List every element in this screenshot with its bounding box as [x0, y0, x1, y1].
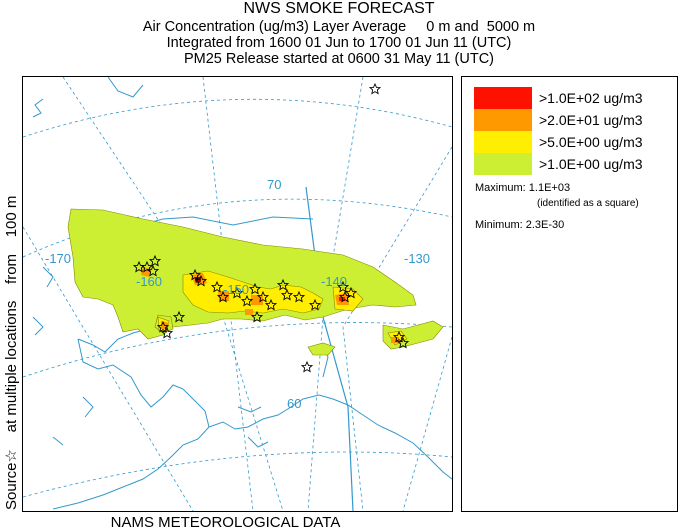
lon-label-160: -160: [136, 274, 162, 289]
subtitle-concentration: Air Concentration (ug/m3) Layer Average …: [142, 19, 536, 35]
legend-panel: >1.0E+02 ug/m3 >2.0E+01 ug/m3 >5.0E+00 u…: [461, 76, 678, 512]
legend-item: >1.0E+00 ug/m3: [474, 153, 674, 175]
smoke-map: 70 -170 -160 -150 -140 -130 60: [23, 77, 452, 511]
legend-label: >1.0E+02 ug/m3: [539, 90, 643, 106]
legend-swatch: [474, 153, 532, 175]
subtitle-integration: Integrated from 1600 01 Jun to 1700 01 J…: [166, 35, 512, 51]
legend-label: >1.0E+00 ug/m3: [539, 156, 643, 172]
plume-low-concentration: [67, 208, 444, 356]
source-description: Source☆ at multiple locations from 100 m: [3, 196, 20, 510]
legend-swatch: [474, 109, 532, 131]
minimum-value: Minimum: 2.3E-30: [475, 219, 565, 231]
legend-item: >5.0E+00 ug/m3: [474, 131, 674, 153]
maximum-marker-square: [195, 277, 201, 283]
legend-item: >2.0E+01 ug/m3: [474, 109, 674, 131]
lon-label-170: -170: [45, 251, 71, 266]
legend-label: >2.0E+01 ug/m3: [539, 112, 643, 128]
legend-swatch: [474, 87, 532, 109]
legend-item: >1.0E+02 ug/m3: [474, 87, 674, 109]
chart-title: NWS SMOKE FORECAST: [243, 0, 435, 17]
graticule-labels: 70 -170 -160 -150 -140 -130 60: [45, 177, 430, 411]
lon-label-130: -130: [404, 251, 430, 266]
meteorological-data-footer: NAMS METEOROLOGICAL DATA: [110, 514, 341, 531]
lon-label-140: -140: [321, 274, 347, 289]
lon-label-150: -150: [223, 282, 249, 297]
lat-label-70: 70: [267, 177, 281, 192]
map-panel: 70 -170 -160 -150 -140 -130 60: [22, 76, 453, 512]
legend-swatch: [474, 131, 532, 153]
source-side-label: Source☆ at multiple locations from 100 m: [0, 76, 22, 510]
title-block: NWS SMOKE FORECAST Air Concentration (ug…: [0, 0, 678, 67]
lat-label-60: 60: [287, 396, 301, 411]
subtitle-release: PM25 Release started at 0600 31 May 11 (…: [183, 51, 494, 67]
legend-label: >5.0E+00 ug/m3: [539, 134, 643, 150]
source-markers: [133, 83, 409, 373]
maximum-note: (identified as a square): [537, 198, 639, 209]
coastline: [32, 77, 452, 510]
maximum-value: Maximum: 1.1E+03: [475, 182, 571, 194]
